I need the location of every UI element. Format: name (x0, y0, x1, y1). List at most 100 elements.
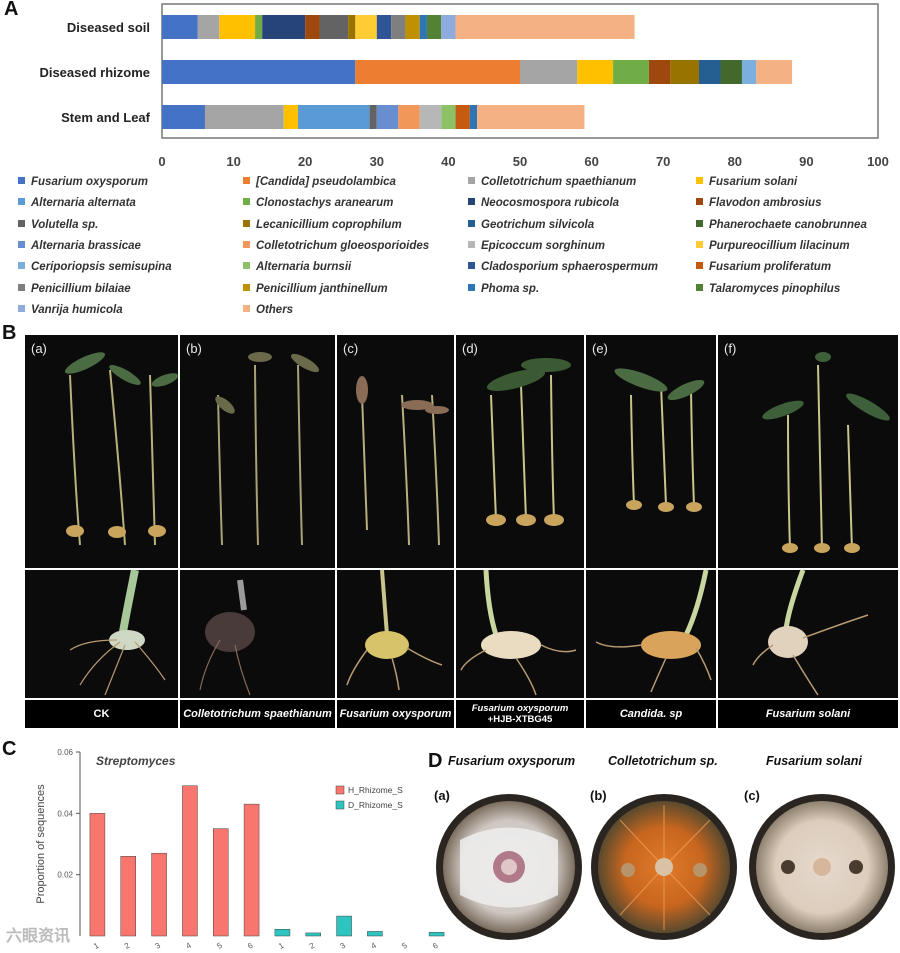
dish-sublabel-c: (c) (744, 788, 760, 803)
x-tick-label: 5 (215, 941, 224, 951)
x-tick-label: 60 (584, 154, 598, 169)
bar (151, 852, 167, 937)
bar-segment (162, 15, 198, 39)
photo-plant-f: (f) (718, 335, 898, 568)
stacked-bar-chart: Diseased soil Diseased rhizome Stem and Le… (39, 3, 889, 169)
sublabel-d: (d) (462, 341, 478, 356)
legend-label: Alternaria burnsii (256, 261, 352, 274)
chart-title: Streptomyces (96, 754, 176, 768)
legend-label: Colletotrichum gloeosporioides (256, 239, 430, 252)
bar-segment (162, 105, 205, 129)
photo-plant-b: (b) (180, 335, 335, 568)
legend-label: Volutella sp. (31, 218, 99, 231)
photo-plant-d: (d) (456, 335, 584, 568)
legend-item: Phanerochaete canobrunnea (696, 219, 867, 231)
legend-label: Talaromyces pinophilus (709, 282, 841, 295)
bar-segment (355, 60, 520, 84)
x-tick-label: 3 (154, 941, 163, 951)
x-tick-label: 6 (246, 941, 255, 951)
caption-candida: Candida. sp (586, 700, 716, 728)
photo-plant-c: (c) (337, 335, 454, 568)
legend-swatch (243, 262, 250, 270)
x-tick-label: 5 (400, 941, 409, 951)
legend-swatch (18, 198, 25, 206)
bar-segment (355, 15, 377, 39)
legend-swatch (468, 240, 475, 248)
legend-label: H_Rhizome_S (348, 785, 403, 795)
photo-rhizome-a (25, 570, 178, 698)
legend-swatch (243, 304, 250, 312)
legend-label: Neocosmospora rubicola (481, 197, 620, 210)
legend-swatch (696, 262, 703, 270)
legend-swatch (18, 283, 25, 291)
legend-label: Purpureocillium lilacinum (709, 239, 850, 252)
legend-item: Alternaria alternata (18, 197, 136, 209)
legend-item: Colletotrichum spaethianum (468, 176, 636, 188)
bar-segment (699, 60, 721, 84)
legend-swatch (18, 219, 25, 227)
x-tick-label: 100 (867, 154, 889, 169)
bar-segment (426, 15, 442, 39)
legend-label: Phoma sp. (481, 282, 540, 295)
legend-swatch (243, 283, 250, 291)
caption-fusarium-hjb-line1: Fusarium oxysporum (471, 703, 569, 714)
sublabel-e: (e) (592, 341, 608, 356)
legend-label: Ceriporiopsis semisupina (31, 261, 172, 274)
panel-label-a: A (4, 0, 19, 20)
bar-segment (648, 60, 671, 84)
legend-item: Alternaria burnsii (243, 261, 351, 273)
legend-item: Fusarium solani (696, 176, 797, 188)
dish-title-fusarium-oxysporum: Fusarium oxysporum (448, 754, 576, 768)
legend-swatch (696, 177, 703, 184)
bar-segment (477, 105, 585, 129)
bar (336, 915, 352, 937)
legend-swatch (468, 283, 475, 291)
photo-rhizome-c (337, 570, 454, 698)
bar-segment (369, 105, 377, 129)
bar-segment (455, 105, 470, 129)
legend-item: Geotrichum silvicola (468, 219, 594, 231)
bar-segment (419, 105, 442, 129)
legend-item: Talaromyces pinophilus (696, 283, 840, 295)
photo-rhizome-b (180, 570, 335, 698)
legend-item: Lecanicillium coprophilum (243, 219, 402, 231)
bar-segment (405, 15, 420, 39)
bar-segment (720, 60, 742, 84)
bar-segment (376, 15, 392, 39)
legend-label: Penicillium bilaiae (31, 282, 131, 295)
legend-swatch (468, 262, 475, 270)
category-label: Stem and Leaf (61, 110, 151, 125)
legend-item: Ceriporiopsis semisupina (18, 261, 172, 273)
legend-swatch (335, 800, 345, 810)
y-tick-label: 0.04 (57, 809, 73, 818)
y-tick-label: 0.02 (57, 871, 73, 880)
bar-segment (162, 60, 356, 84)
bar-segment (283, 105, 299, 129)
legend-swatch (243, 219, 250, 227)
photo-rhizome-d (456, 570, 584, 698)
legend-item: Cladosporium sphaerospermum (468, 261, 658, 273)
bar (428, 932, 445, 937)
legend-swatch (243, 177, 250, 184)
bar-segment (348, 15, 356, 39)
x-tick-label: 4 (184, 941, 193, 951)
sublabel-b: (b) (186, 341, 202, 356)
photo-rhizome-f (718, 570, 898, 698)
category-label: Diseased soil (67, 20, 150, 35)
bar-segment (376, 105, 399, 129)
caption-fusarium-solani: Fusarium solani (718, 700, 898, 728)
watermark: 六眼资讯 (6, 928, 71, 945)
legend-swatch (243, 240, 250, 248)
bar (367, 931, 383, 937)
caption-fusarium-hjb-line2: +HJB-XTBG45 (487, 714, 553, 725)
legend-label: Cladosporium sphaerospermum (481, 261, 659, 274)
caption-ck: CK (25, 700, 178, 728)
dish-title-fusarium-solani: Fusarium solani (766, 754, 862, 768)
legend-item: Neocosmospora rubicola (468, 197, 619, 209)
legend-swatch (243, 198, 250, 206)
bar-segment (262, 15, 306, 39)
legend-label: Vanrija humicola (31, 303, 123, 316)
caption-fusarium-oxysporum: Fusarium oxysporum (337, 700, 454, 728)
legend-swatch (468, 177, 475, 184)
bar (243, 803, 260, 937)
